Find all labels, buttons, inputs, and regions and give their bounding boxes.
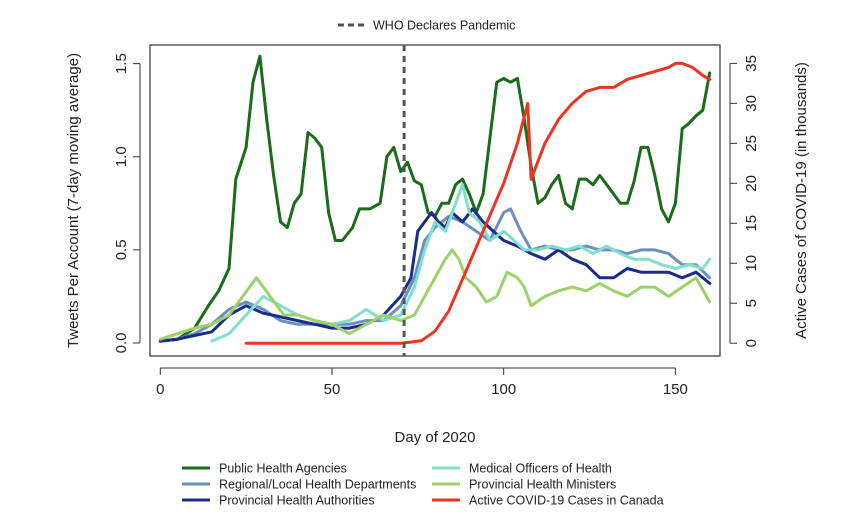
legend-label-5: Active COVID-19 Cases in Canada <box>469 494 664 508</box>
y-left-tick-label: 0.0 <box>113 333 130 354</box>
annotation-legend-label: WHO Declares Pandemic <box>373 19 515 33</box>
y-left-tick-label: 0.5 <box>113 239 130 260</box>
y-axis-right: 0 5 10 15 20 25 30 35 <box>729 55 760 347</box>
x-axis: 0 50 100 150 <box>156 367 688 398</box>
legend-label-1: Regional/Local Health Departments <box>219 478 416 492</box>
y-left-tick-label: 1.5 <box>113 53 130 74</box>
x-tick-label: 0 <box>156 381 164 398</box>
y-right-tick-label: 15 <box>743 215 760 232</box>
series-layer <box>158 54 712 345</box>
x-tick-label: 150 <box>663 381 688 398</box>
x-axis-label: Day of 2020 <box>395 429 476 446</box>
y-right-tick-label: 10 <box>743 255 760 272</box>
y-right-tick-label: 30 <box>743 95 760 112</box>
legend-label-3: Medical Officers of Health <box>469 462 612 476</box>
y-right-tick-label: 35 <box>743 55 760 72</box>
legend-label-0: Public Health Agencies <box>219 462 347 476</box>
legend: Public Health Agencies Regional/Local Hea… <box>182 462 664 508</box>
series-line-4 <box>158 248 712 341</box>
plot-frame <box>149 44 721 357</box>
x-tick-label: 50 <box>324 381 341 398</box>
y-axis-right-label: Active Cases of COVID-19 (in thousands) <box>793 62 810 339</box>
y-axis-left: 0.0 0.5 1.0 1.5 <box>113 53 141 354</box>
y-right-tick-label: 20 <box>743 175 760 192</box>
series-line-0 <box>158 54 712 343</box>
y-right-tick-label: 0 <box>743 339 760 347</box>
y-left-tick-label: 1.0 <box>113 146 130 167</box>
y-right-tick-label: 25 <box>743 135 760 152</box>
annotation-legend: WHO Declares Pandemic <box>338 19 515 33</box>
legend-label-4: Provincial Health Ministers <box>469 478 616 492</box>
series-line-5 <box>244 61 712 345</box>
legend-label-2: Provincial Health Authorities <box>219 494 375 508</box>
y-right-tick-label: 5 <box>743 299 760 307</box>
x-tick-label: 100 <box>491 381 516 398</box>
y-axis-left-label: Tweets Per Account (7-day moving average… <box>65 53 82 348</box>
